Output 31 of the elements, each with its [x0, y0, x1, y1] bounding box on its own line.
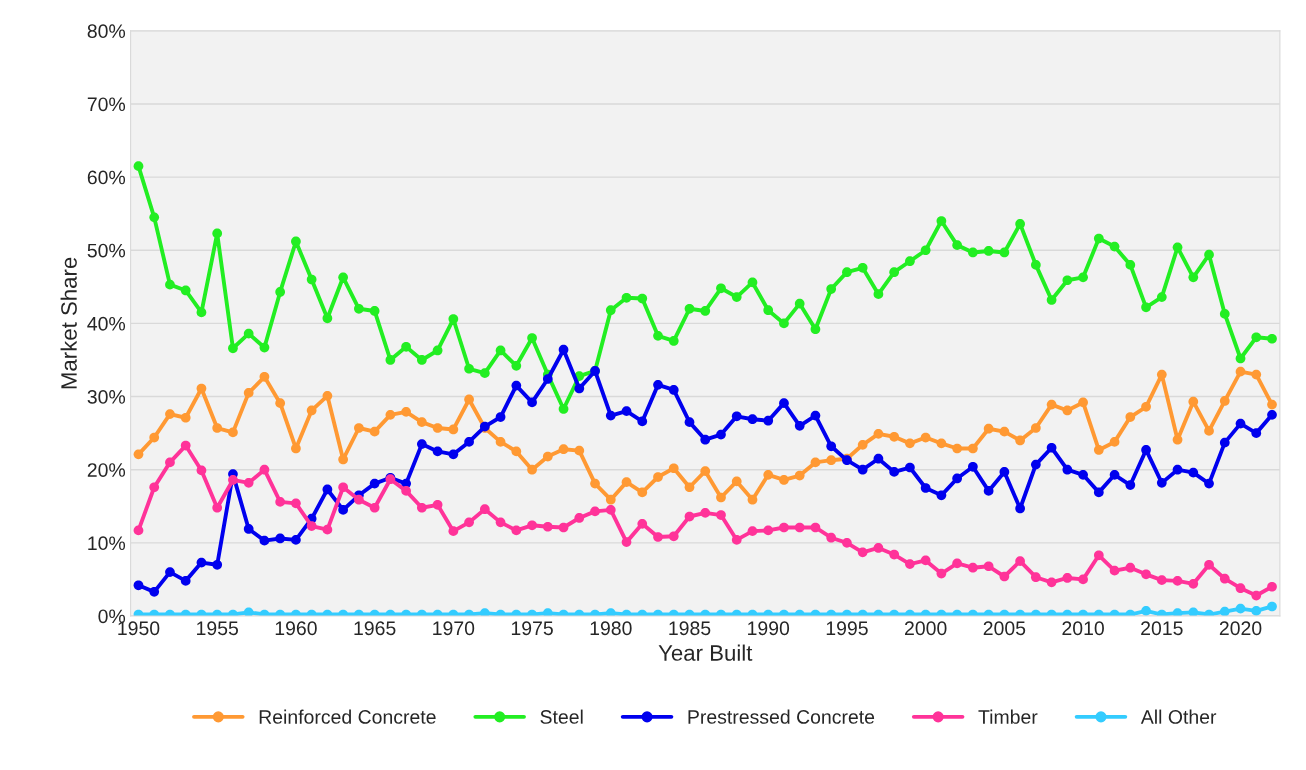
x-tick-label: 1990 [748, 621, 790, 636]
x-tick-label: 2005 [983, 621, 1026, 636]
x-tick-label: 1980 [590, 621, 632, 636]
x-tick-label: 1965 [354, 621, 396, 636]
x-tick-label: 2010 [1062, 621, 1104, 636]
x-tick-label: 1975 [511, 621, 553, 636]
y-tick-label: 80% [87, 24, 126, 39]
y-tick-label: 50% [87, 243, 126, 258]
y-tick-label: 20% [87, 463, 126, 477]
x-tick-label: 2015 [1141, 621, 1183, 636]
legend-label: Timber [978, 709, 1038, 724]
legend-label: All Other [1140, 709, 1217, 724]
x-tick-label: 1995 [826, 621, 868, 636]
y-tick-label: 30% [87, 390, 126, 404]
legend-label: Reinforced Concrete [259, 709, 436, 724]
x-tick-label: 1955 [197, 621, 238, 636]
x-tick-label: 2000 [905, 621, 947, 636]
y-tick-label: 70% [87, 97, 126, 112]
y-tick-label: 10% [88, 536, 126, 551]
y-tick-label: 0% [98, 609, 126, 624]
x-tick-label: 1950 [118, 621, 160, 636]
y-axis-title: Market Share [60, 257, 77, 389]
legend-label: Steel [540, 709, 583, 724]
x-tick-label: 1970 [433, 621, 475, 636]
x-tick-label: 2020 [1219, 621, 1262, 636]
x-tick-label: 1985 [669, 621, 711, 636]
x-tick-label: 1960 [275, 621, 317, 636]
y-tick-label: 60% [87, 170, 126, 185]
y-tick-label: 40% [87, 316, 126, 331]
legend-label: Prestressed Concrete [688, 709, 875, 724]
x-axis-title: Year Built [658, 644, 753, 661]
